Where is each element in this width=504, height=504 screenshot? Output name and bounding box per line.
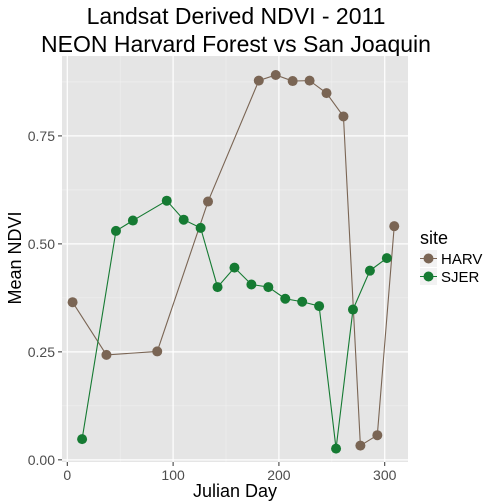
legend-label-sjer: SJER bbox=[441, 269, 480, 286]
legend-key-harv-dot bbox=[423, 253, 434, 264]
data-point-harv bbox=[101, 349, 112, 360]
x-axis-title: Julian Day bbox=[193, 481, 277, 501]
data-point-harv bbox=[372, 430, 383, 441]
legend: site HARV SJER bbox=[420, 228, 482, 286]
data-point-harv bbox=[304, 75, 315, 86]
x-tick-label: 300 bbox=[373, 467, 397, 483]
y-tick-label: 0.25 bbox=[28, 344, 55, 360]
data-point-sjer bbox=[347, 304, 358, 315]
x-tick-label: 100 bbox=[161, 467, 185, 483]
data-point-sjer bbox=[280, 293, 291, 304]
data-point-harv bbox=[338, 111, 349, 122]
plot-panel bbox=[62, 56, 408, 462]
data-point-sjer bbox=[246, 279, 257, 290]
legend-label-harv: HARV bbox=[441, 251, 482, 268]
data-point-sjer bbox=[195, 222, 206, 233]
data-point-sjer bbox=[381, 253, 392, 264]
data-point-harv bbox=[253, 75, 264, 86]
data-point-sjer bbox=[297, 296, 308, 307]
data-point-sjer bbox=[314, 301, 325, 312]
data-point-sjer bbox=[212, 282, 223, 293]
chart-title-line-2: NEON Harvard Forest vs San Joaquin bbox=[41, 31, 431, 57]
legend-title: site bbox=[420, 228, 448, 248]
data-point-harv bbox=[287, 76, 298, 87]
data-point-harv bbox=[355, 440, 366, 451]
data-point-sjer bbox=[331, 443, 342, 454]
data-point-sjer bbox=[77, 434, 88, 445]
data-point-sjer bbox=[178, 214, 189, 225]
data-point-sjer bbox=[110, 225, 121, 236]
y-tick-label: 0.75 bbox=[28, 128, 55, 144]
x-axis-ticks: 0 100 200 300 bbox=[63, 462, 397, 483]
y-axis-ticks: 0.00 0.25 0.50 0.75 bbox=[28, 128, 62, 468]
data-point-harv bbox=[67, 297, 78, 308]
series-layer bbox=[67, 70, 400, 454]
y-tick-label: 0.00 bbox=[28, 452, 55, 468]
data-point-sjer bbox=[127, 215, 138, 226]
data-point-harv bbox=[203, 196, 214, 207]
chart-title-line-1: Landsat Derived NDVI - 2011 bbox=[87, 3, 386, 29]
legend-key-sjer-dot bbox=[423, 271, 434, 282]
data-point-harv bbox=[270, 70, 281, 81]
data-point-harv bbox=[321, 88, 332, 99]
minor-gridlines bbox=[62, 56, 408, 462]
data-point-sjer bbox=[229, 262, 240, 273]
y-axis-title: Mean NDVI bbox=[5, 211, 25, 304]
x-tick-label: 200 bbox=[267, 467, 291, 483]
data-point-sjer bbox=[364, 265, 375, 276]
y-tick-label: 0.50 bbox=[28, 236, 55, 252]
data-point-harv bbox=[389, 221, 400, 232]
data-point-sjer bbox=[161, 195, 172, 206]
x-tick-label: 0 bbox=[63, 467, 71, 483]
data-point-sjer bbox=[263, 282, 274, 293]
data-point-harv bbox=[152, 346, 163, 357]
